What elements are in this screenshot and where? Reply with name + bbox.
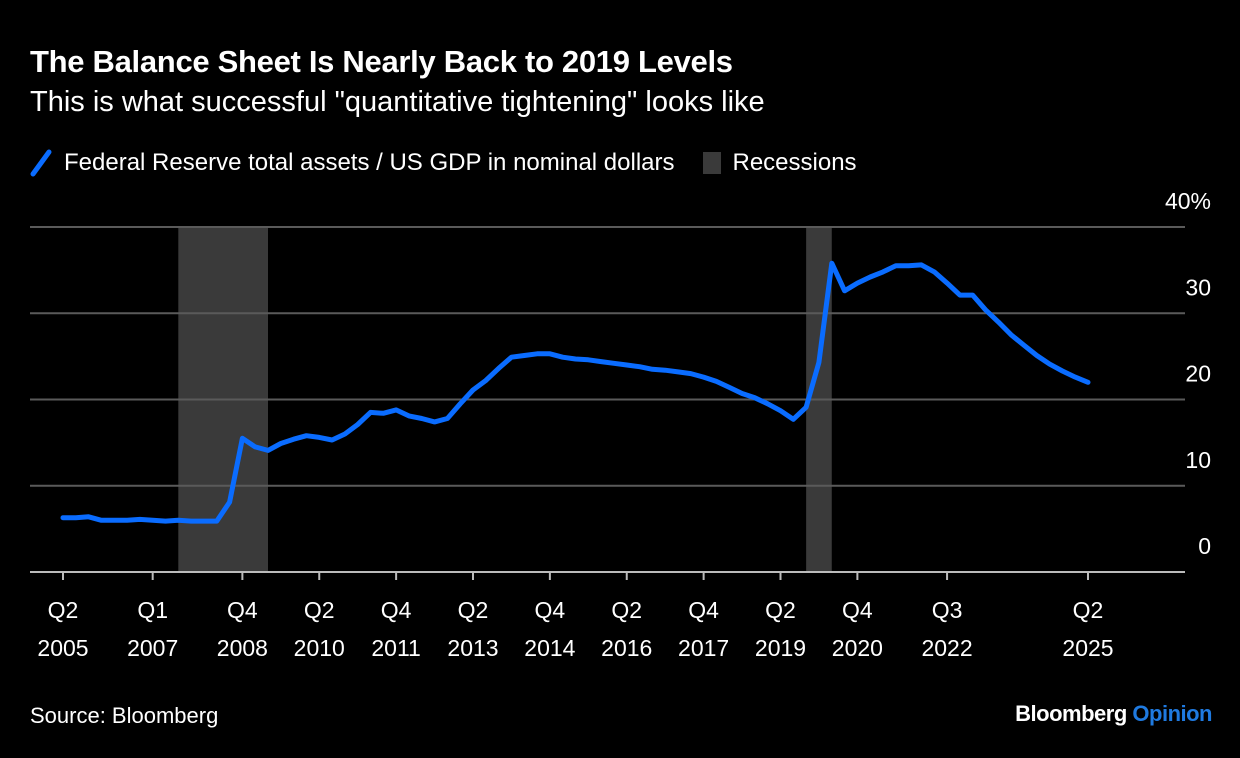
x-tick-label-quarter: Q2: [1073, 597, 1104, 623]
x-tick-label-quarter: Q4: [381, 597, 412, 623]
x-tick-label-year: 2013: [447, 635, 498, 661]
x-tick-label-year: 2007: [127, 635, 178, 661]
series-line: [60, 260, 1091, 524]
y-tick-label: 30: [1185, 274, 1211, 300]
y-tick-label: 10: [1185, 447, 1211, 473]
legend-line-swatch-icon: [30, 149, 52, 177]
x-tick-label-year: 2019: [755, 635, 806, 661]
brand-logo: Bloomberg Opinion: [1015, 701, 1212, 727]
x-tick-label-quarter: Q3: [932, 597, 963, 623]
brand-name: Bloomberg: [1015, 701, 1127, 726]
x-tick-label-year: 2010: [294, 635, 345, 661]
legend-recession-label: Recessions: [732, 149, 857, 176]
x-tick-label-year: 2017: [678, 635, 729, 661]
x-tick-label-quarter: Q1: [137, 597, 168, 623]
y-tick-label: 20: [1185, 361, 1211, 387]
x-tick-label-quarter: Q2: [304, 597, 335, 623]
x-tick-label-year: 2008: [217, 635, 268, 661]
legend-recession-swatch-icon: [702, 152, 721, 174]
x-tick-label-quarter: Q4: [842, 597, 873, 623]
x-tick-label-year: 2014: [524, 635, 575, 661]
x-tick-label-quarter: Q4: [688, 597, 719, 623]
x-tick-label-quarter: Q2: [48, 597, 79, 623]
x-tick-label-quarter: Q2: [458, 597, 489, 623]
legend: Federal Reserve total assets / US GDP in…: [30, 148, 857, 178]
chart-title: The Balance Sheet Is Nearly Back to 2019…: [30, 44, 733, 79]
x-tick-label-year: 2025: [1062, 635, 1113, 661]
chart-subtitle: This is what successful "quantitative ti…: [30, 86, 765, 118]
x-tick-label-quarter: Q2: [611, 597, 642, 623]
x-tick-label-quarter: Q4: [535, 597, 566, 623]
x-tick-label-year: 2016: [601, 635, 652, 661]
x-tick-label-year: 2022: [921, 635, 972, 661]
y-tick-label: 0: [1198, 533, 1211, 559]
legend-series-label: Federal Reserve total assets / US GDP in…: [64, 149, 675, 176]
source-note: Source: Bloomberg: [30, 703, 219, 728]
y-tick-label: 40%: [1165, 188, 1211, 214]
x-tick-label-year: 2011: [371, 635, 420, 661]
x-tick-label-year: 2020: [832, 635, 883, 661]
chart-plot: 0 10 20 30 40% Q2 2005 Q1 2007 Q4 2008 Q2 2010 Q4 2011…: [30, 188, 1211, 661]
x-tick-label-quarter: Q4: [227, 597, 258, 623]
x-tick-label-year: 2005: [37, 635, 88, 661]
brand-suffix: Opinion: [1132, 701, 1212, 726]
x-tick-label-quarter: Q2: [765, 597, 796, 623]
